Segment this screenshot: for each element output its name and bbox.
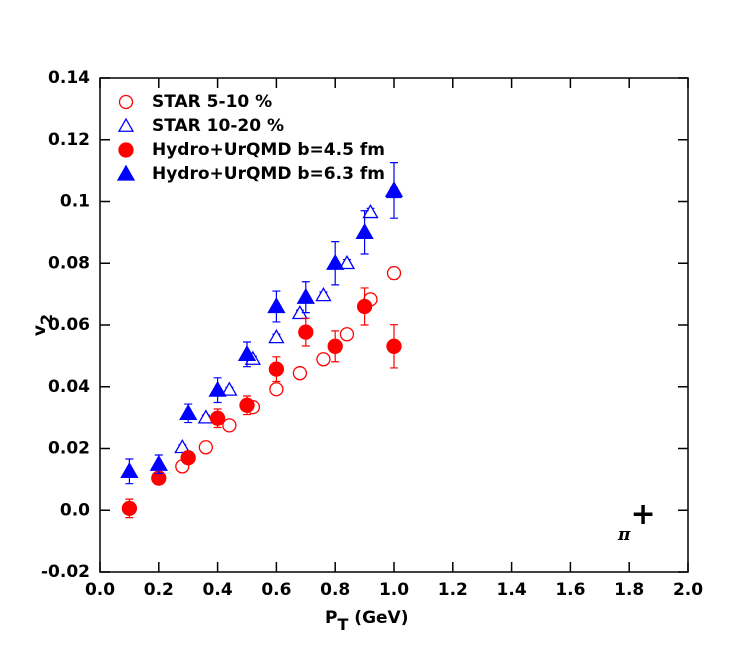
marker [268, 361, 285, 377]
marker [362, 203, 379, 219]
annotation-superscript: + [630, 497, 655, 532]
marker [269, 382, 284, 397]
marker [179, 403, 198, 420]
marker [222, 418, 237, 433]
y-label-text: v [30, 325, 50, 336]
marker [208, 380, 227, 397]
marker [296, 287, 315, 304]
legend-label: STAR 5-10 % [152, 92, 272, 112]
marker [197, 409, 214, 424]
legend-label: Hydro+UrQMD b=4.5 fm [152, 140, 385, 160]
legend-marker [118, 94, 134, 110]
marker [292, 366, 308, 381]
legend-marker [118, 142, 134, 158]
marker [356, 298, 373, 315]
x-tick-label: 0.6 [261, 580, 291, 600]
legend-label: Hydro+UrQMD b=6.3 fm [152, 164, 385, 184]
legend-marker [116, 164, 136, 181]
y-tick-label: 0.0 [60, 500, 90, 520]
y-tick-label: 0.04 [48, 377, 90, 397]
x-tick-label: 2.0 [673, 580, 703, 600]
marker [316, 352, 331, 367]
legend-marker [117, 117, 135, 132]
x-tick-label: 1.4 [497, 580, 527, 600]
marker [267, 297, 286, 314]
x-tick-label: 1.0 [379, 580, 409, 600]
marker [355, 223, 374, 240]
marker [239, 397, 255, 413]
marker [149, 454, 168, 471]
marker [315, 287, 332, 302]
legend-label: STAR 10-20 % [152, 116, 284, 136]
x-label-text: P [325, 608, 337, 628]
marker [327, 338, 343, 354]
x-tick-label: 1.8 [614, 580, 644, 600]
x-axis-label: PT (GeV) [325, 608, 409, 634]
y-tick-label: -0.02 [41, 562, 90, 582]
annotation: π+ [617, 497, 656, 545]
marker [174, 438, 191, 454]
marker [384, 181, 404, 198]
y-tick-label: 0.06 [48, 315, 90, 335]
x-tick-label: 1.2 [438, 580, 468, 600]
marker [298, 324, 314, 340]
x-tick-label: 0.2 [144, 580, 174, 600]
annotation-base: π [617, 525, 631, 545]
y-tick-label: 0.02 [48, 439, 90, 459]
marker [338, 254, 356, 270]
x-tick-label: 0.4 [203, 580, 233, 600]
x-label-subscript: T [337, 615, 348, 634]
x-tick-label: 0.0 [85, 580, 115, 600]
y-axis-label: v2 [30, 314, 56, 336]
y-tick-label: 0.08 [48, 253, 90, 273]
marker [221, 381, 238, 396]
marker [268, 329, 285, 344]
marker [121, 500, 138, 517]
marker [326, 253, 345, 270]
marker [209, 410, 226, 426]
marker [386, 338, 402, 354]
y-tick-label: 0.14 [48, 68, 90, 88]
y-label-subscript: 2 [37, 314, 56, 325]
marker [386, 265, 402, 281]
marker [198, 440, 213, 455]
y-tick-label: 0.12 [48, 130, 90, 150]
marker [237, 345, 257, 361]
marker [120, 462, 139, 478]
x-label-suffix: (GeV) [348, 608, 408, 628]
y-tick-label: 0.1 [60, 192, 90, 212]
marker [339, 327, 355, 342]
x-tick-label: 0.8 [320, 580, 350, 600]
marker [180, 450, 196, 466]
x-tick-label: 1.6 [555, 580, 585, 600]
